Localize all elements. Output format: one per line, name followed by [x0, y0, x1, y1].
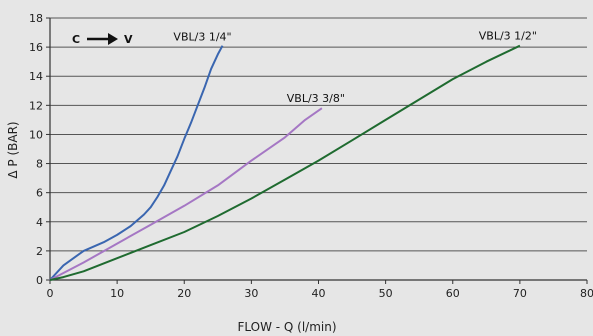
series-label-0: VBL/3 1/4" [173, 31, 231, 44]
annotation-from: C [72, 33, 80, 46]
flow-direction-annotation: C V [72, 33, 133, 46]
series-line-0 [49, 45, 224, 281]
y-tick-label-0: 0 [36, 274, 43, 287]
y-tick-label-8: 16 [29, 41, 43, 54]
x-axis-title: FLOW - Q (l/min) [237, 320, 336, 334]
series-label-2: VBL/3 1/2" [479, 30, 537, 43]
y-tick-label-7: 14 [29, 70, 43, 83]
series-label-1: VBL/3 3/8" [287, 92, 345, 105]
x-tick-label-8: 80 [580, 287, 593, 300]
y-tick-label-2: 4 [36, 216, 43, 229]
grid-layer [50, 17, 587, 252]
y-tick-label-5: 10 [29, 128, 43, 141]
x-tick-label-6: 60 [446, 287, 460, 300]
arrow-right-icon [87, 33, 118, 45]
series-line-1 [49, 107, 323, 281]
x-tick-label-1: 10 [110, 287, 124, 300]
x-tick-label-5: 50 [379, 287, 393, 300]
series-layer: VBL/3 1/4" VBL/3 3/8" VBL/3 1/2" [49, 30, 537, 281]
y-axis-title: Δ P (BAR) [6, 121, 20, 178]
y-tick-label-4: 8 [36, 158, 43, 171]
y-tick-label-3: 6 [36, 187, 43, 200]
x-tick-label-7: 70 [513, 287, 527, 300]
y-tick-label-6: 12 [29, 99, 43, 112]
x-tick-label-0: 0 [47, 287, 54, 300]
series-line-2 [49, 44, 521, 281]
y-tick-label-1: 2 [36, 245, 43, 258]
axis-layer: 0 2 4 6 8 10 12 14 16 18 0 10 20 30 40 50 60 70 80 [29, 12, 593, 300]
annotation-to: V [124, 33, 133, 46]
x-tick-label-2: 20 [177, 287, 191, 300]
x-tick-label-4: 40 [312, 287, 326, 300]
x-tick-label-3: 30 [244, 287, 258, 300]
y-tick-label-9: 18 [29, 12, 43, 25]
